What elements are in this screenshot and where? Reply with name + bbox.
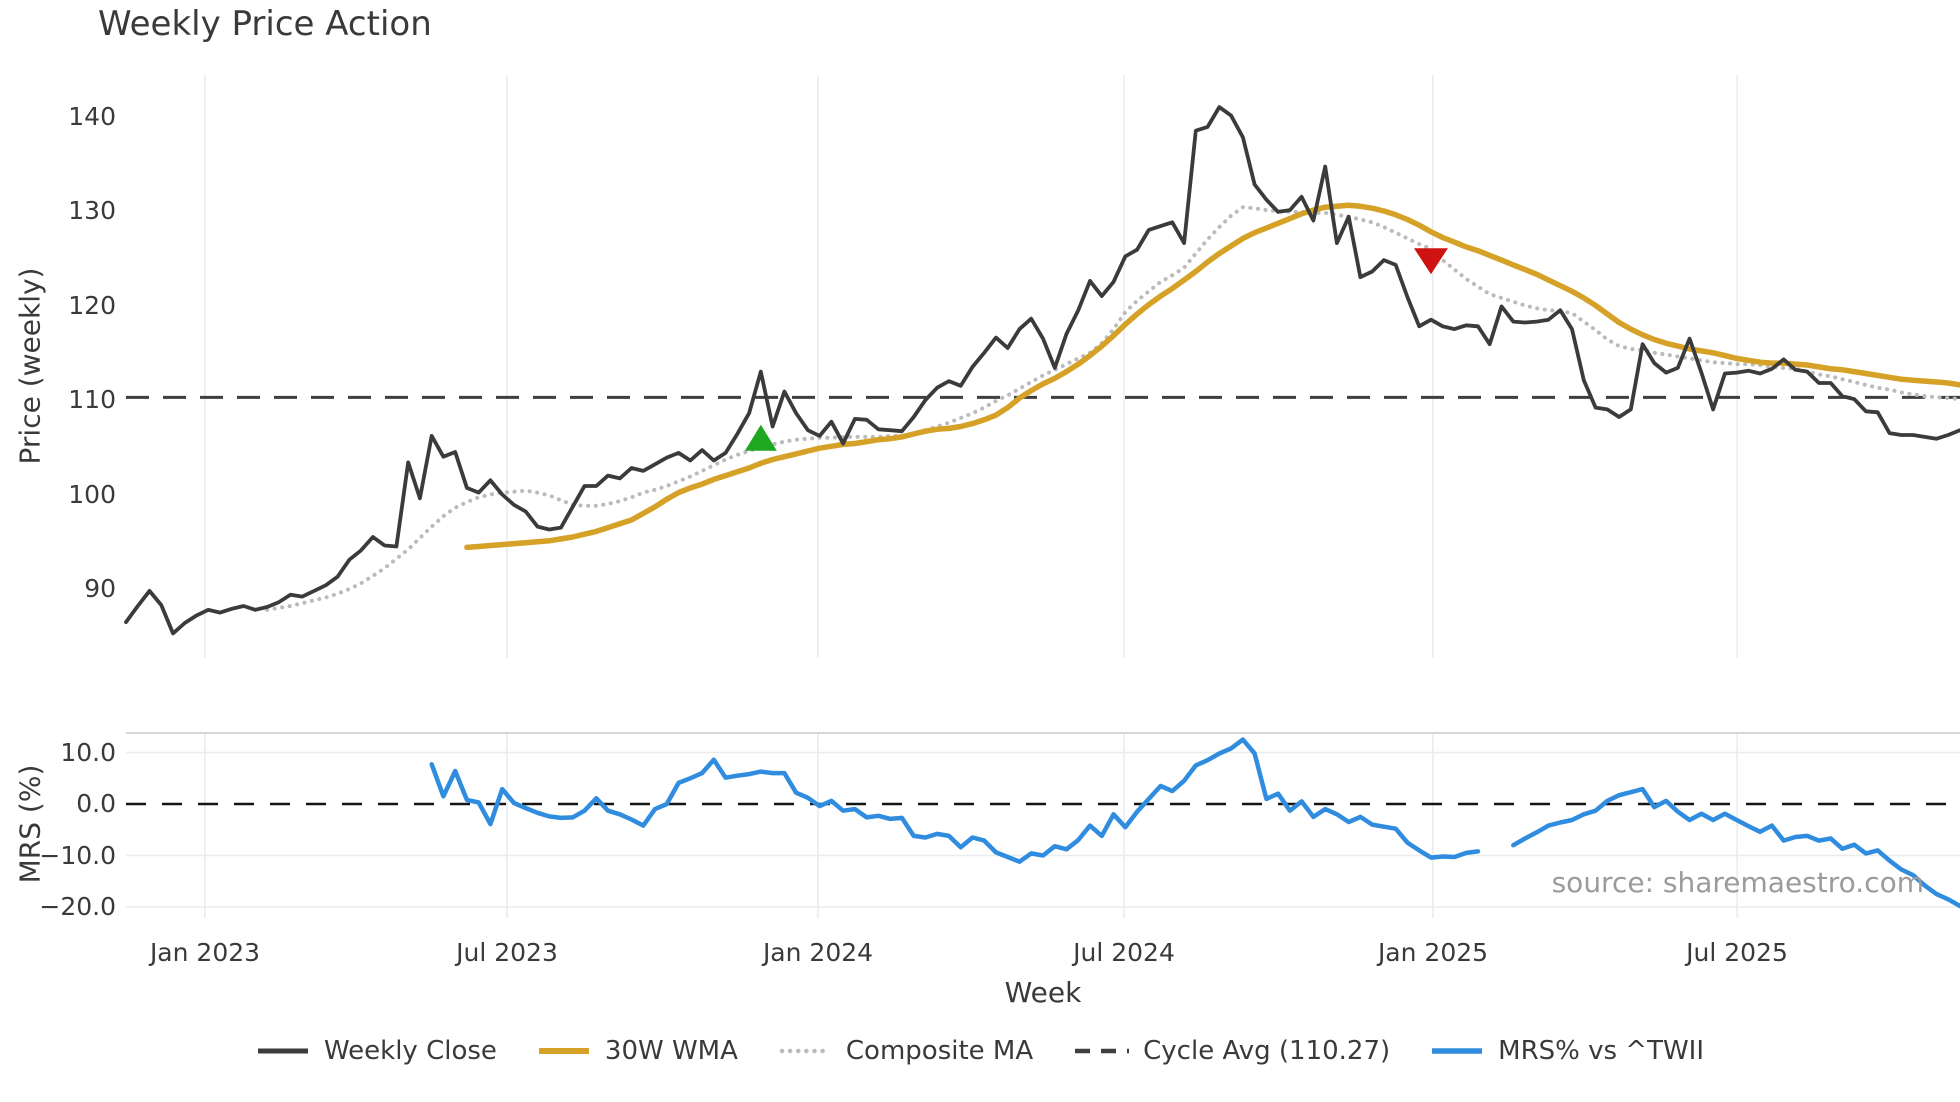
dashed-line-swatch-icon <box>1075 1048 1130 1054</box>
wma30-line <box>464 202 1960 551</box>
legend-label: Composite MA <box>845 1036 1034 1066</box>
source-watermark: source: sharemaestro.com <box>1551 866 1924 899</box>
weekly-close-line-swatch-icon <box>257 1048 308 1054</box>
mrs-line-swatch-icon <box>1432 1048 1483 1054</box>
legend-item-mrs: MRS% vs ^TWII <box>1430 1036 1704 1066</box>
composite-ma-line <box>265 205 1960 612</box>
legend-item-weekly-close: Weekly Close <box>256 1036 497 1066</box>
price-ytick-label: 130 <box>68 196 116 225</box>
x-tick-label: Jan 2023 <box>149 938 261 967</box>
buy-signal-marker-icon <box>744 424 777 451</box>
mrs-ytick-label: 10.0 <box>60 738 116 767</box>
x-tick-label: Jul 2024 <box>1073 938 1175 967</box>
legend: Weekly Close 30W WMA Composite MA Cycle … <box>0 1036 1960 1066</box>
mrs-ytick-label: −20.0 <box>39 892 116 921</box>
mrs-ytick-label: 0.0 <box>76 789 116 818</box>
price-ytick-label: 140 <box>68 102 116 131</box>
x-axis-label: Week <box>1004 976 1082 1009</box>
wma-line-swatch-icon <box>538 1048 589 1054</box>
x-tick-label: Jul 2025 <box>1686 938 1788 967</box>
mrs-line <box>429 737 1481 864</box>
dotted-line-swatch-icon <box>779 1048 832 1054</box>
x-tick-label: Jan 2025 <box>1377 938 1489 967</box>
sell-signal-marker-icon <box>1413 248 1448 275</box>
mrs-ytick-label: −10.0 <box>39 841 116 870</box>
price-ytick-label: 100 <box>68 480 116 509</box>
mrs-line <box>1511 786 1960 909</box>
legend-label: 30W WMA <box>604 1036 738 1066</box>
legend-item-wma30: 30W WMA <box>537 1036 738 1066</box>
page-title: Weekly Price Action <box>98 4 432 44</box>
price-ytick-label: 90 <box>84 574 116 603</box>
legend-label: MRS% vs ^TWII <box>1498 1036 1705 1066</box>
legend-item-composite: Composite MA <box>778 1036 1033 1066</box>
legend-label: Cycle Avg (110.27) <box>1143 1036 1391 1066</box>
x-tick-label: Jul 2023 <box>456 938 558 967</box>
weekly-close-line <box>124 105 1960 636</box>
price-ytick-label: 120 <box>68 291 116 320</box>
x-tick-label: Jan 2024 <box>762 938 874 967</box>
legend-item-cycle-avg: Cycle Avg (110.27) <box>1073 1036 1390 1066</box>
legend-label: Weekly Close <box>323 1036 497 1066</box>
price-ytick-label: 110 <box>68 385 116 414</box>
